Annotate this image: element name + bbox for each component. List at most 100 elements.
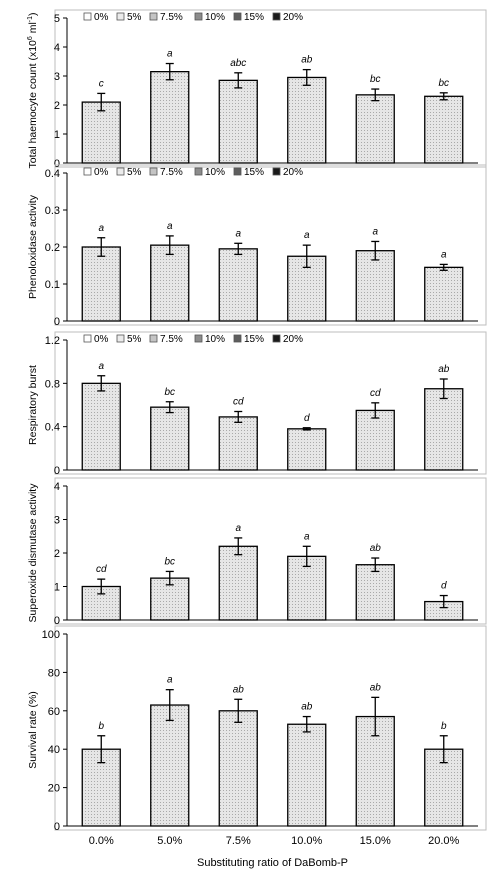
bar <box>150 406 190 471</box>
legend-label: 15% <box>244 12 264 23</box>
significance-label: b <box>441 721 447 732</box>
panel-frame <box>54 625 487 831</box>
legend-label: 5% <box>127 12 142 23</box>
significance-label: a <box>98 361 104 372</box>
significance-label: a <box>235 228 241 239</box>
bar <box>218 710 258 827</box>
legend-swatch <box>116 12 125 21</box>
panel-5: 0 20 40 60 80 100 Survival rate (%) b a ab ab ab b <box>27 625 487 833</box>
significance-label: c <box>99 78 104 89</box>
legend-label: 20% <box>283 334 303 345</box>
y-tick-label: 3 <box>54 515 60 527</box>
bar <box>287 428 327 471</box>
x-tick-label: 0.0% <box>89 835 114 847</box>
legend-swatch <box>83 167 92 176</box>
significance-label: cd <box>96 564 107 575</box>
legend-swatch <box>149 334 158 343</box>
y-tick-label: 0 <box>54 316 60 328</box>
y-tick-label: 3 <box>54 71 60 83</box>
significance-label: bc <box>164 387 175 398</box>
bar <box>355 94 395 164</box>
significance-label: ab <box>370 543 382 554</box>
legend-swatch <box>272 12 281 21</box>
y-axis-label: Total haemocyte count (x106 ml-1) <box>27 12 39 168</box>
legend-label: 15% <box>244 334 264 345</box>
legend-swatch <box>149 167 158 176</box>
x-axis-title: Substituting ratio of DaBomb-P <box>197 857 348 869</box>
y-axis-label: Respiratory burst <box>27 365 39 445</box>
legend-swatch <box>272 334 281 343</box>
legend: 0% 5% 7.5% 10% 15% 20% <box>83 12 303 23</box>
bar <box>424 266 464 322</box>
legend-swatch <box>194 12 203 21</box>
legend-swatch <box>194 167 203 176</box>
bar <box>218 545 258 621</box>
bar <box>355 564 395 621</box>
y-tick-label: 0 <box>54 465 60 477</box>
legend-swatch <box>83 12 92 21</box>
bar <box>81 382 121 471</box>
legend-swatch <box>116 167 125 176</box>
legend-label: 5% <box>127 334 142 345</box>
y-tick-label: 0.4 <box>45 168 60 180</box>
legend-label: 10% <box>205 334 225 345</box>
significance-label: cd <box>233 397 244 408</box>
panel-1: 0 1 2 3 4 5 Total haemocyte count (x106 ml-1) c… <box>27 9 487 170</box>
y-tick-label: 100 <box>42 629 60 641</box>
panel-frame <box>54 477 487 625</box>
panel-frame <box>54 331 487 475</box>
y-tick-label: 60 <box>48 706 60 718</box>
x-tick-label: 20.0% <box>428 835 459 847</box>
legend-swatch <box>233 12 242 21</box>
y-tick-label: 0 <box>54 158 60 170</box>
significance-label: a <box>98 223 104 234</box>
y-tick-label: 0.4 <box>45 422 60 434</box>
legend-label: 7.5% <box>160 167 183 178</box>
y-tick-label: 4 <box>54 481 60 493</box>
significance-label: bc <box>438 78 449 89</box>
y-tick-label: 1 <box>54 582 60 594</box>
legend-label: 10% <box>205 12 225 23</box>
significance-label: bc <box>370 74 381 85</box>
significance-label: d <box>304 413 310 424</box>
bar <box>424 95 464 164</box>
legend-swatch <box>83 334 92 343</box>
legend-label: 7.5% <box>160 334 183 345</box>
y-tick-label: 2 <box>54 100 60 112</box>
panel-frame <box>54 9 487 168</box>
legend-label: 0% <box>94 167 109 178</box>
y-tick-label: 80 <box>48 667 60 679</box>
significance-label: d <box>441 581 447 592</box>
y-axis-label: Survival rate (%) <box>27 691 39 769</box>
y-tick-label: 5 <box>54 13 60 25</box>
legend-swatch <box>233 167 242 176</box>
y-axis-label: Phenoloxidase activity <box>27 194 39 299</box>
bar <box>218 79 258 164</box>
significance-label: a <box>304 230 310 241</box>
legend-label: 5% <box>127 167 142 178</box>
significance-label: a <box>167 221 173 232</box>
significance-label: ab <box>370 682 382 693</box>
legend-swatch <box>233 334 242 343</box>
y-tick-label: 0.3 <box>45 205 60 217</box>
bar <box>355 250 395 322</box>
significance-label: a <box>372 226 378 237</box>
y-tick-label: 0 <box>54 821 60 833</box>
y-tick-label: 2 <box>54 548 60 560</box>
legend-swatch <box>272 167 281 176</box>
significance-label: b <box>98 721 104 732</box>
x-tick-label: 15.0% <box>360 835 391 847</box>
y-tick-label: 0.8 <box>45 378 60 390</box>
significance-label: a <box>167 49 173 60</box>
legend-swatch <box>194 334 203 343</box>
panel-frame <box>54 164 487 326</box>
significance-label: a <box>441 249 447 260</box>
panel-2: 0 0.1 0.2 0.3 0.4 Phenoloxidase activity a a a a a… <box>27 164 487 328</box>
panel-3: 0 0.4 0.8 1.2 Respiratory burst a bc cd d cd ab 0% 5… <box>27 331 487 477</box>
legend-label: 20% <box>283 167 303 178</box>
bar <box>150 704 190 827</box>
bar <box>424 388 464 471</box>
legend-label: 15% <box>244 167 264 178</box>
y-tick-label: 4 <box>54 42 60 54</box>
